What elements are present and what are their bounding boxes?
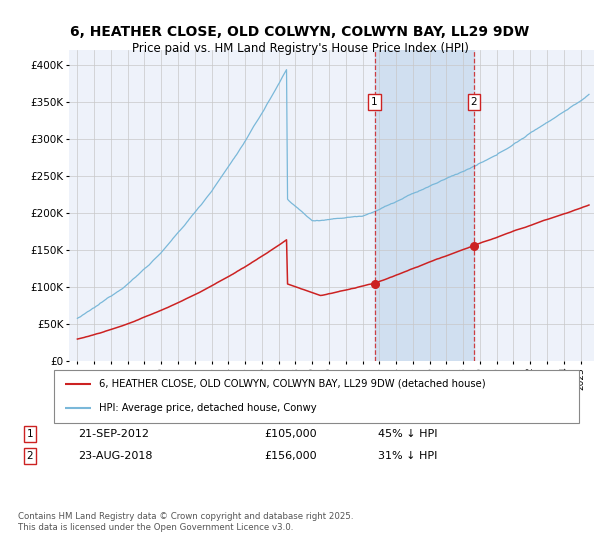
- Text: 31% ↓ HPI: 31% ↓ HPI: [378, 451, 437, 461]
- Text: £105,000: £105,000: [264, 429, 317, 439]
- Text: £156,000: £156,000: [264, 451, 317, 461]
- Text: 6, HEATHER CLOSE, OLD COLWYN, COLWYN BAY, LL29 9DW: 6, HEATHER CLOSE, OLD COLWYN, COLWYN BAY…: [70, 25, 530, 39]
- Text: 1: 1: [371, 97, 378, 107]
- FancyBboxPatch shape: [54, 370, 579, 423]
- Text: 6, HEATHER CLOSE, OLD COLWYN, COLWYN BAY, LL29 9DW (detached house): 6, HEATHER CLOSE, OLD COLWYN, COLWYN BAY…: [98, 379, 485, 389]
- Text: 21-SEP-2012: 21-SEP-2012: [78, 429, 149, 439]
- Text: 1: 1: [26, 429, 34, 439]
- Text: Contains HM Land Registry data © Crown copyright and database right 2025.
This d: Contains HM Land Registry data © Crown c…: [18, 512, 353, 532]
- Bar: [374, 50, 474, 361]
- Text: 2: 2: [470, 97, 477, 107]
- Text: 45% ↓ HPI: 45% ↓ HPI: [378, 429, 437, 439]
- Text: Price paid vs. HM Land Registry's House Price Index (HPI): Price paid vs. HM Land Registry's House …: [131, 42, 469, 55]
- Text: HPI: Average price, detached house, Conwy: HPI: Average price, detached house, Conw…: [98, 403, 316, 413]
- Text: 23-AUG-2018: 23-AUG-2018: [78, 451, 152, 461]
- Text: 2: 2: [26, 451, 34, 461]
